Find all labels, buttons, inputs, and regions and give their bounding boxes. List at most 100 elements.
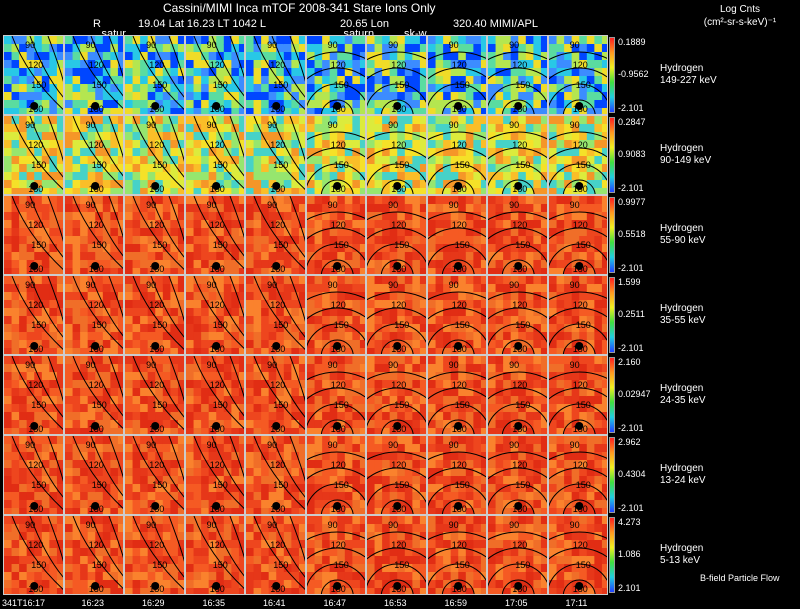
contour-label: 90 — [146, 40, 157, 50]
contour-label: 180 — [149, 584, 165, 594]
contour-label: 90 — [448, 200, 459, 210]
contour-label: 90 — [267, 360, 278, 370]
row-label: Hydrogen 35-55 keV — [660, 303, 706, 327]
heatmap-panel: 90 120 150 180 — [366, 275, 427, 355]
contour-label: 120 — [149, 220, 165, 230]
color-scale-bar — [609, 277, 615, 353]
contour-label: 90 — [327, 520, 338, 530]
heatmap-panel: 90 120 150 180 — [426, 355, 487, 435]
species-label: Hydrogen — [660, 383, 704, 394]
row-label: Hydrogen 149-227 keV — [660, 63, 717, 87]
contour-label: 120 — [451, 60, 467, 70]
color-scale-min: -2.101 — [618, 103, 644, 113]
time-tick-label: 16:41 — [263, 598, 286, 608]
contour-label: 90 — [448, 440, 459, 450]
contour-label: 90 — [206, 120, 217, 130]
contour-label: 90 — [388, 120, 399, 130]
row-label: Hydrogen 13-24 keV — [660, 463, 706, 487]
contour-label: 120 — [451, 540, 467, 550]
color-scale-min: -2.101 — [618, 343, 644, 353]
time-tick-label: 16:29 — [142, 598, 165, 608]
heatmap-panel: 90 120 150 180 — [547, 515, 608, 595]
contour-label: 90 — [25, 520, 36, 530]
contour-label: 120 — [330, 140, 346, 150]
heatmap-panel: 90 120 150 180 — [547, 35, 608, 115]
contour-label: 90 — [25, 440, 36, 450]
heatmap-panel: 90 120 150 180 — [124, 515, 185, 595]
contour-label: 90 — [206, 440, 217, 450]
species-label: Hydrogen — [660, 463, 704, 474]
contour-label: 90 — [327, 440, 338, 450]
contour-label: 120 — [330, 380, 346, 390]
contour-label: 150 — [31, 240, 47, 250]
contour-label: 120 — [28, 140, 44, 150]
heatmap-panel: 90 120 150 180 — [124, 435, 185, 515]
contour-label: 90 — [146, 280, 157, 290]
contour-label: 90 — [448, 360, 459, 370]
contour-label: 120 — [391, 220, 407, 230]
contour-label: 150 — [31, 480, 47, 490]
contour-label: 180 — [391, 184, 407, 194]
contour-label: 180 — [270, 344, 286, 354]
legend-title-flux-units: (cm²-sr-s-keV)⁻¹ — [703, 16, 777, 28]
contour-label: 180 — [451, 104, 467, 114]
contour-label: 90 — [267, 120, 278, 130]
contour-label: 180 — [391, 344, 407, 354]
contour-label: 180 — [209, 424, 225, 434]
contour-label: 180 — [572, 184, 588, 194]
contour-label: 120 — [270, 60, 286, 70]
contour-label: 150 — [333, 320, 349, 330]
contour-label: 150 — [394, 80, 410, 90]
contour-label: 90 — [146, 120, 157, 130]
contour-label: 120 — [88, 460, 104, 470]
contour-label: 120 — [512, 300, 528, 310]
contour-label: 180 — [88, 504, 104, 514]
contour-label: 180 — [391, 504, 407, 514]
contour-label: 120 — [28, 380, 44, 390]
contour-label: 120 — [512, 380, 528, 390]
contour-label: 120 — [88, 380, 104, 390]
contour-label: 150 — [454, 400, 470, 410]
contour-label: 120 — [512, 140, 528, 150]
contour-label: 180 — [209, 104, 225, 114]
contour-label: 180 — [88, 184, 104, 194]
contour-label: 180 — [451, 584, 467, 594]
color-scale-min: -2.101 — [618, 183, 644, 193]
contour-label: 120 — [88, 540, 104, 550]
contour-label: 180 — [209, 504, 225, 514]
contour-label: 150 — [333, 240, 349, 250]
heatmap-panel: 90 120 150 180 — [63, 435, 124, 515]
contour-label: 120 — [149, 60, 165, 70]
contour-label: 150 — [394, 240, 410, 250]
contour-label: 90 — [569, 200, 580, 210]
heatmap-panel: 90 120 150 180 — [426, 275, 487, 355]
heatmap-panel: 90 120 150 180 — [245, 35, 306, 115]
contour-label: 180 — [512, 504, 528, 514]
color-scale-max: 0.2847 — [618, 117, 646, 127]
heatmap-panel: 90 120 150 180 — [426, 35, 487, 115]
color-scale-max: 0.1889 — [618, 37, 646, 47]
contour-label: 180 — [270, 264, 286, 274]
contour-label: 180 — [330, 344, 346, 354]
contour-label: 150 — [454, 320, 470, 330]
color-scale-mid: 0.2511 — [618, 309, 645, 319]
contour-label: 150 — [31, 160, 47, 170]
contour-label: 90 — [569, 40, 580, 50]
contour-label: 150 — [273, 560, 289, 570]
contour-label: 150 — [212, 480, 228, 490]
contour-label: 180 — [209, 584, 225, 594]
heatmap-panel: 90 120 150 180 — [547, 275, 608, 355]
contour-label: 120 — [391, 540, 407, 550]
contour-label: 90 — [327, 40, 338, 50]
contour-label: 90 — [25, 280, 36, 290]
heatmap-panel: 90 120 150 180 — [124, 195, 185, 275]
contour-label: 180 — [209, 344, 225, 354]
contour-label: 150 — [333, 160, 349, 170]
heatmap-panel: 90 120 150 180 — [305, 35, 366, 115]
contour-label: 90 — [206, 520, 217, 530]
contour-label: 120 — [391, 60, 407, 70]
contour-label: 120 — [451, 460, 467, 470]
contour-label: 90 — [267, 440, 278, 450]
heatmap-panel: 90 120 150 180 — [3, 355, 64, 435]
contour-label: 120 — [572, 540, 588, 550]
